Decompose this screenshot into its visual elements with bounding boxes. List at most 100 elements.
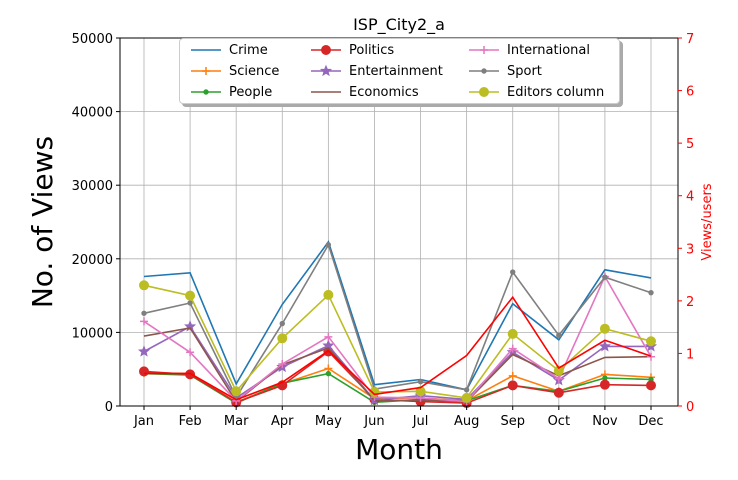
y2-tick-label: 0 [686,400,694,415]
y2-tick-label: 3 [686,242,694,257]
x-tick-label: Jan [133,414,154,429]
data-point-editors-column [507,328,518,339]
data-point-sport [187,300,193,306]
data-point-sport [279,320,285,327]
data-point-entertainment [598,340,611,352]
legend-label: Sport [507,63,542,79]
x-tick-label: Jul [412,414,429,429]
legend-label: Science [229,63,280,79]
legend-swatch [469,68,499,74]
legend-swatch [311,64,341,77]
series-line-crime [143,240,652,391]
data-point-sport [141,310,147,316]
data-point-sport [602,274,608,280]
data-point-politics [646,380,656,391]
data-point-science [508,371,517,380]
chart-title: ISP_City2_a [353,15,445,35]
legend-swatch-marker [321,45,331,55]
legend-swatch-marker [202,67,210,75]
data-point-editors-column [599,323,610,334]
legend-item-economics: Economics [311,83,419,101]
data-point-editors-column [277,333,288,344]
legend-item-politics: Politics [311,41,394,59]
data-point-politics [507,380,518,391]
y-tick-label: 40000 [72,106,113,121]
data-point-editors-column [553,365,564,376]
y-tick-label: 0 [105,400,113,415]
x-tick-label: May [315,414,342,429]
data-point-politics [599,379,610,390]
data-point-politics [185,369,196,380]
y2-tick-label: 2 [686,295,694,310]
legend-item-international: International [469,41,590,59]
x-tick-label: Oct [548,414,570,429]
legend-label: Politics [349,42,395,58]
data-point-international [647,352,655,361]
data-point-international [140,317,148,326]
legend-label: Entertainment [349,63,443,79]
y2-tick-label: 7 [686,32,694,47]
legend-item-entertainment: Entertainment [311,62,443,80]
legend-swatch-marker [479,87,489,97]
y-tick-label: 20000 [72,253,113,268]
x-tick-label: Mar [224,414,249,429]
data-point-international [278,360,287,369]
data-point-editors-column [646,336,656,347]
legend-swatch [469,46,499,54]
y2-tick-label: 5 [686,137,694,152]
legend-swatch [191,67,221,75]
x-tick-label: Aug [454,414,479,429]
data-point-sport [463,387,470,393]
data-point-sport [510,269,516,275]
data-point-international [508,344,517,353]
series-line-economics [143,327,652,403]
x-tick-label: Sep [500,414,525,429]
legend-label: People [229,84,273,100]
data-point-sport [417,379,424,385]
legend-swatch-marker [480,46,488,54]
data-point-editors-column [323,289,334,300]
data-point-international [554,374,563,383]
legend-item-editors-column: Editors column [469,83,604,101]
data-point-politics [139,366,149,377]
y-tick-label: 10000 [72,326,113,341]
legend-swatch [469,87,499,97]
legend-item-people: People [191,83,272,101]
legend-label: Editors column [507,84,605,100]
data-point-editors-column [461,392,472,403]
data-point-people [325,370,332,377]
legend-swatch [191,49,221,51]
data-point-sport [325,242,332,248]
legend-item-crime: Crime [191,41,268,59]
data-point-sport [648,289,654,296]
x-axis-label: Month [355,433,443,466]
data-point-people [602,375,608,381]
y2-tick-label: 4 [686,190,694,205]
x-tick-label: Nov [592,414,618,429]
legend-swatch [311,91,341,93]
axes: Jan Feb Mar Apr May Jun Jul Aug Sep Oct Nov Dec 0 100… [72,32,695,429]
legend: Crime Science People Politics Entertainment E… [179,38,620,104]
x-tick-label: Jun [363,414,384,429]
y-tick-label: 50000 [72,32,113,47]
series-line-views-per-user [144,295,652,401]
legend-swatch-marker [319,64,333,77]
y-axis-label: No. of Views [26,136,59,308]
series-lines [137,240,658,409]
legend-item-sport: Sport [469,62,542,80]
legend-label: Crime [229,42,268,58]
data-point-editors-column [185,290,196,301]
y2-tick-label: 6 [686,85,694,100]
y-tick-label: 30000 [72,179,113,194]
legend-label: Economics [349,84,419,100]
legend-swatch-marker [481,68,487,74]
data-point-international [324,332,333,341]
legend-swatch [311,45,341,55]
series-line-sport [143,242,652,399]
data-point-editors-column [231,386,242,397]
legend-label: International [507,42,590,58]
legend-swatch [191,89,221,95]
y2-tick-label: 1 [686,347,694,362]
x-tick-label: Feb [179,414,202,429]
x-tick-label: Dec [638,414,663,429]
